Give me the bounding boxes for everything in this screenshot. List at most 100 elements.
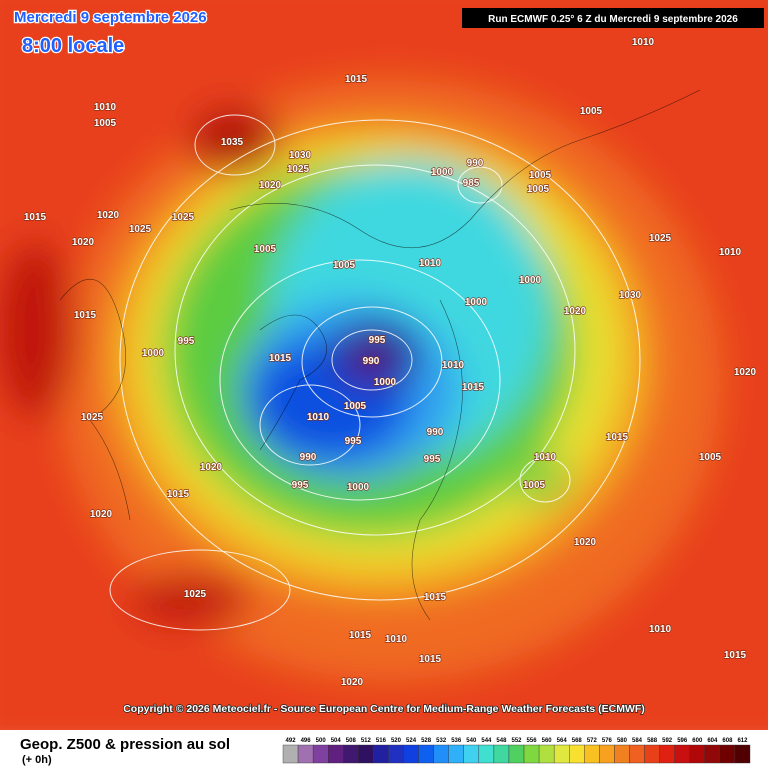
isobar-label: 1025 (172, 212, 195, 223)
isobar-label: 1020 (564, 306, 587, 317)
legend-swatch (734, 744, 751, 764)
isobar-label: 1015 (345, 74, 368, 85)
isobar-label: 1020 (90, 509, 113, 520)
legend-swatch (433, 744, 449, 764)
isobar-label: 995 (178, 336, 195, 347)
legend-swatch (448, 744, 464, 764)
legend-swatch (343, 744, 359, 764)
isobar-label: 1015 (167, 489, 190, 500)
isobar-label: 1000 (142, 348, 165, 359)
isobar-label: 1000 (431, 167, 454, 178)
isobar-label: 1010 (442, 360, 465, 371)
isobar-label: 995 (424, 454, 441, 465)
legend-label: 496 (301, 738, 312, 744)
legend-label: 552 (511, 738, 522, 744)
legend-label: 528 (421, 738, 432, 744)
legend-swatch (584, 744, 600, 764)
footer-title: Geop. Z500 & pression au sol (20, 736, 230, 753)
copyright: Copyright © 2026 Meteociel.fr - Source E… (123, 703, 645, 715)
isobar-label: 990 (427, 427, 444, 438)
legend-label: 560 (542, 738, 553, 744)
isobar-label: 1010 (94, 102, 117, 113)
legend-swatch (358, 744, 374, 764)
isobar-label: 995 (345, 436, 362, 447)
legend-label: 492 (286, 738, 297, 744)
legend-label: 516 (376, 738, 387, 744)
legend-label: 608 (722, 738, 733, 744)
date: Mercredi 9 septembre 2026 (14, 9, 207, 26)
isobar-label: 1010 (419, 258, 442, 269)
isobar-label: 1035 (221, 137, 244, 148)
legend-swatch (553, 744, 570, 764)
isobar-label: 1005 (529, 170, 552, 181)
isobar-label: 1010 (649, 624, 672, 635)
legend-swatch (463, 744, 480, 764)
isobar-label: 1005 (523, 480, 546, 491)
isobar-label: 1020 (259, 180, 282, 191)
footer-step: (+ 0h) (22, 754, 52, 766)
legend-label: 584 (632, 738, 643, 744)
isobar-label: 1000 (465, 297, 488, 308)
isobar-label: 1015 (349, 630, 372, 641)
legend-label: 500 (316, 738, 327, 744)
legend: 492 496 500 504 508 512 516 520 524 528 532 536 540 5… (282, 738, 751, 764)
legend-label: 576 (602, 738, 613, 744)
legend-swatch (282, 744, 299, 764)
legend-label: 572 (587, 738, 598, 744)
legend-label: 524 (406, 738, 417, 744)
legend-swatch (523, 744, 540, 764)
isobar-label: 995 (369, 335, 386, 346)
isobar-label: 1010 (385, 634, 408, 645)
isobar-label: 1020 (734, 367, 757, 378)
legend-swatch (388, 744, 404, 764)
legend-swatch (674, 744, 690, 764)
time: 8:00 locale (22, 35, 124, 57)
legend-label: 512 (361, 738, 372, 744)
legend-label: 596 (677, 738, 688, 744)
legend-label: 564 (557, 738, 568, 744)
isobar-label: 1015 (74, 310, 97, 321)
legend-label: 612 (737, 738, 748, 744)
isobar-label: 1020 (574, 537, 597, 548)
isobar-label: 1000 (519, 275, 542, 286)
isobar-label: 1005 (254, 244, 277, 255)
legend-label: 588 (647, 738, 658, 744)
isobar-labels: 1010 1015 1010 1005 1035 1030 1025 1020 990 985 10… (23, 36, 757, 688)
legend-swatch (508, 744, 525, 764)
isobar-label: 990 (467, 158, 484, 169)
isobar-label: 995 (292, 480, 309, 491)
legend-label: 600 (692, 738, 703, 744)
isobar-label: 1015 (606, 432, 629, 443)
legend-swatch (569, 744, 585, 764)
legend-swatch (614, 744, 630, 764)
isobar-label: 1020 (72, 237, 95, 248)
isobar-label: 1010 (307, 412, 330, 423)
isobar-label: 1010 (534, 452, 557, 463)
legend-label: 540 (466, 738, 477, 744)
isobars (109, 114, 641, 631)
isobar-label: 1015 (424, 592, 447, 603)
legend-label: 508 (346, 738, 357, 744)
legend-swatch (327, 744, 344, 764)
legend-label: 544 (481, 738, 492, 744)
isobar-label: 1025 (287, 164, 310, 175)
isobar-label: 1015 (269, 353, 292, 364)
isobar-label: 1025 (184, 589, 207, 600)
legend-swatch (659, 744, 675, 764)
legend-label: 520 (391, 738, 402, 744)
isobar-label: 1000 (347, 482, 370, 493)
legend-swatch (689, 744, 706, 764)
isobar-label: 1005 (94, 118, 117, 129)
isobar-label: 1005 (580, 106, 603, 117)
legend-swatch (478, 744, 495, 764)
isobar-label: 1025 (81, 412, 104, 423)
legend-label: 504 (331, 738, 342, 744)
isobar-label: 1030 (289, 150, 312, 161)
legend-label: 592 (662, 738, 673, 744)
legend-swatch (719, 744, 736, 764)
isobar-label: 1005 (527, 184, 550, 195)
legend-label: 580 (617, 738, 628, 744)
legend-swatch (312, 744, 329, 764)
